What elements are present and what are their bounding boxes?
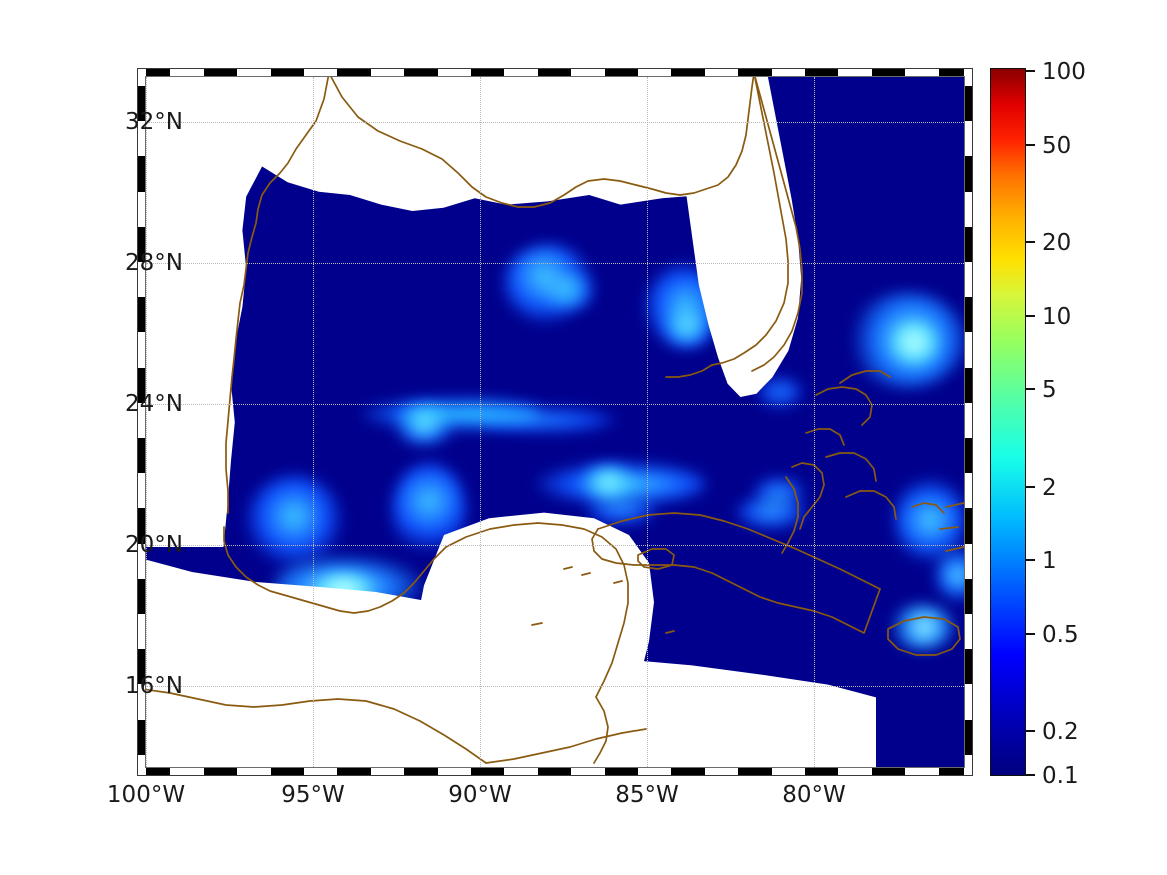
map-plot-area (146, 77, 964, 767)
coast-yucatan (445, 522, 629, 698)
coast-florida-west (679, 77, 755, 196)
map-panel (137, 68, 973, 776)
colorbar-tick-0.2 (1026, 730, 1035, 732)
x-tick-label-1: 95°W (281, 782, 345, 808)
map-frame-left (137, 68, 146, 776)
colorbar-label-9: 0.1 (1042, 763, 1079, 789)
colorbar-tick-0.1 (1026, 774, 1035, 776)
coast-isla-juventud (637, 548, 675, 570)
coast-florida-east (751, 77, 803, 372)
colorbar-gradient (990, 68, 1026, 776)
colorbar-label-0: 100 (1042, 59, 1086, 85)
coast-bahamas-1 (839, 370, 891, 384)
map-frame-right (964, 68, 973, 776)
coast-bahamas-6 (791, 462, 825, 530)
map-frame-bottom (137, 767, 973, 776)
blob-central-gulf-2 (389, 404, 459, 444)
colorbar-tick-0.5 (1026, 633, 1035, 635)
colorbar-label-2: 20 (1042, 230, 1072, 256)
coast-jamaica (887, 616, 961, 656)
coast-yucatan-west (367, 546, 447, 612)
colorbar-label-5: 2 (1042, 475, 1057, 501)
coast-cuba-north (597, 512, 881, 590)
coast-hispaniola (939, 502, 964, 552)
coast-honduras (485, 728, 647, 764)
colorbar-label-6: 1 (1042, 548, 1057, 574)
blob-loop-current-core (576, 465, 640, 499)
coast-cuba-south (591, 528, 881, 634)
coast-florida-keys (665, 364, 713, 378)
x-tick-label-0: 100°W (106, 782, 186, 808)
blob-central-gulf-tail (476, 407, 616, 433)
colorbar-tick-20 (1026, 241, 1035, 243)
coastline-layer (146, 77, 964, 764)
x-tick-label-3: 85°W (615, 782, 679, 808)
coast-bahamas-5 (845, 490, 897, 520)
land-layer (146, 77, 964, 767)
coast-florida-peninsula (711, 77, 789, 366)
colorbar-label-4: 5 (1042, 377, 1057, 403)
blob-north-gulf-east-2 (659, 307, 715, 347)
coast-bahamas-4 (825, 452, 877, 482)
blob-north-gulf-west-2 (539, 273, 599, 309)
coast-bahamas-2 (815, 386, 873, 426)
land-northern-gulf-coast (246, 77, 766, 211)
coast-texas (225, 77, 330, 514)
colorbar: 100 50 20 10 5 2 1 0.5 0.2 0.1 (990, 59, 1086, 789)
coast-small-islands (531, 566, 675, 634)
coast-bahamas-3 (805, 428, 845, 446)
coast-belize-honduras (593, 696, 609, 764)
coast-campeche (223, 526, 369, 614)
blob-south-bahamas (936, 547, 964, 603)
x-tick-label-4: 80°W (782, 782, 846, 808)
map-frame-top (137, 68, 973, 77)
colorbar-label-7: 0.5 (1042, 622, 1079, 648)
blob-bahamas-core (888, 322, 942, 364)
colorbar-label-8: 0.2 (1042, 719, 1079, 745)
colorbar-label-1: 50 (1042, 133, 1072, 159)
colorbar-tick-1 (1026, 559, 1035, 561)
colorbar-tick-5 (1026, 388, 1035, 390)
colorbar-tick-100 (1026, 70, 1035, 72)
blob-campeche-bay (246, 475, 342, 567)
border-mexico-guatemala (146, 688, 487, 764)
coast-louisiana (330, 77, 681, 208)
x-tick-label-2: 90°W (448, 782, 512, 808)
colorbar-tick-10 (1026, 315, 1035, 317)
colorbar-tick-50 (1026, 144, 1035, 146)
coast-andros (781, 476, 799, 554)
colorbar-label-3: 10 (1042, 304, 1072, 330)
coast-bahamas-7 (911, 502, 945, 514)
blob-jamaica (888, 605, 954, 649)
colorbar-tick-2 (1026, 486, 1035, 488)
